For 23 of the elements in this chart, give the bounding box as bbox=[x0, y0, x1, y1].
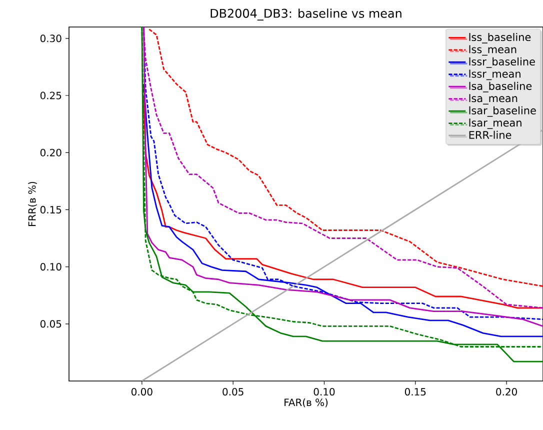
y-tick-label: 0.20 bbox=[40, 148, 62, 156]
y-tick-label: 0.15 bbox=[40, 206, 62, 214]
x-tick-label: 0.15 bbox=[404, 388, 426, 396]
legend-label: lssr_baseline bbox=[469, 57, 535, 68]
y-tick-label: 0.10 bbox=[40, 263, 62, 271]
legend-label: lsa_mean bbox=[469, 94, 518, 105]
legend-label: lssr_mean bbox=[469, 70, 520, 80]
legend-label: ERR-line bbox=[469, 130, 512, 139]
x-tick-label: 0.10 bbox=[314, 388, 335, 396]
legend-label: lsar_mean bbox=[469, 118, 522, 129]
x-tick-label: 0.05 bbox=[222, 388, 244, 396]
legend-label: lss_baseline bbox=[469, 32, 531, 44]
y-tick-label: 0.25 bbox=[40, 92, 62, 100]
legend-label: lsar_baseline bbox=[469, 106, 536, 117]
x-tick-label: 0.20 bbox=[496, 388, 517, 396]
legend-label: lss_mean bbox=[469, 45, 516, 56]
y-tick-label: 0.05 bbox=[40, 320, 62, 328]
y-tick-label: 0.30 bbox=[40, 34, 62, 42]
legend-label: lsa_baseline bbox=[469, 82, 532, 92]
x-tick-label: 0.00 bbox=[131, 388, 152, 396]
chart-title: DB2004_DB3: baseline vs mean bbox=[210, 8, 402, 20]
y-axis-title: FRR(в %) bbox=[28, 182, 37, 226]
x-axis-title: FAR(в %) bbox=[284, 398, 328, 408]
